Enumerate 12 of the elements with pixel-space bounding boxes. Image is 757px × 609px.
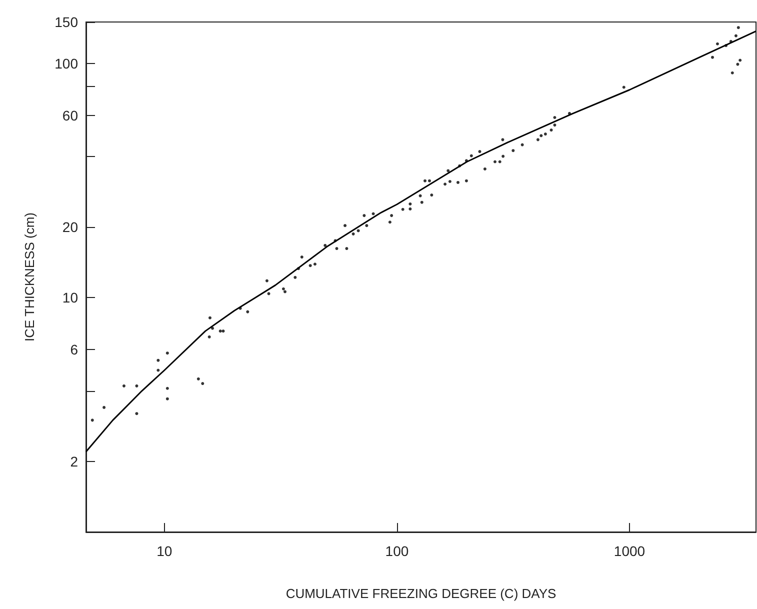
y-tick-label: 150 xyxy=(54,14,78,30)
y-tick-label: 6 xyxy=(70,342,78,358)
y-tick-label: 20 xyxy=(62,219,78,236)
y-tick-label: 100 xyxy=(54,55,78,72)
y-axis-title: ICE THICKNESS (cm) xyxy=(22,212,37,342)
x-tick-label: 1000 xyxy=(614,543,646,559)
x-tick-label: 10 xyxy=(156,543,172,559)
x-axis-title: CUMULATIVE FREEZING DEGREE (C) DAYS xyxy=(286,586,557,601)
y-tick-label: 60 xyxy=(62,107,78,124)
y-tick-label: 2 xyxy=(70,453,78,470)
x-tick-label: 100 xyxy=(385,543,409,559)
y-tick-label: 10 xyxy=(62,290,78,306)
